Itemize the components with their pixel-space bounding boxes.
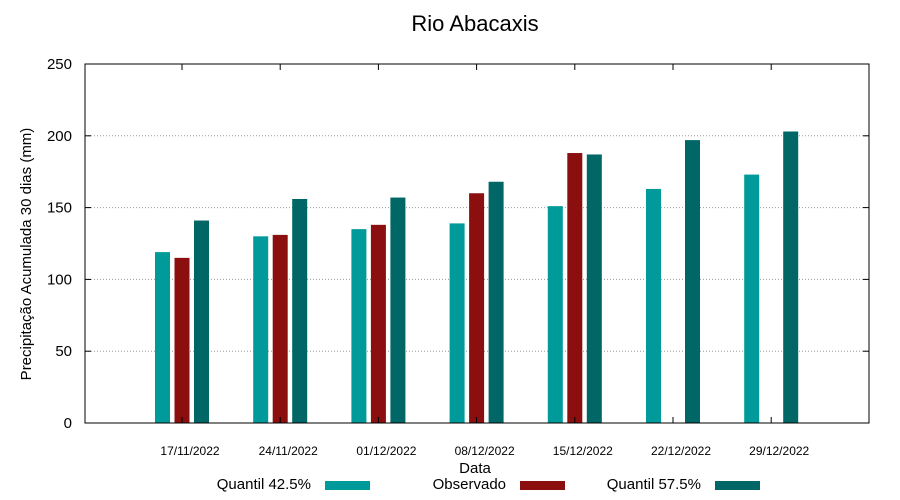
x-tick-label: 08/12/2022 — [455, 444, 515, 458]
y-tick-label: 200 — [47, 128, 72, 145]
y-tick-label: 100 — [47, 271, 72, 288]
y-axis-ticks: 0 50 100 150 200 250 — [47, 56, 869, 432]
bar — [646, 188, 661, 423]
x-axis-ticks: 17/11/2022 24/11/2022 01/12/2022 08/12/2022… — [160, 64, 810, 458]
bar — [449, 223, 465, 423]
bar — [685, 140, 700, 423]
bar — [488, 181, 504, 423]
bars — [155, 131, 799, 424]
bar — [194, 220, 209, 423]
legend-label: Observado — [433, 476, 506, 493]
legend-swatch — [715, 481, 760, 490]
y-axis-label: Precipitação Acumulada 30 dias (mm) — [18, 128, 35, 381]
bar — [469, 193, 485, 423]
bar — [292, 198, 308, 423]
chart-title: Rio Abacaxis — [411, 11, 538, 36]
bar — [272, 234, 288, 423]
legend-label: Quantil 57.5% — [607, 476, 701, 493]
bar — [586, 154, 602, 423]
y-tick-label: 250 — [47, 56, 72, 73]
legend-swatch — [325, 481, 370, 490]
legend-label: Quantil 42.5% — [217, 476, 311, 493]
bar — [783, 131, 799, 423]
legend-swatch — [520, 481, 565, 490]
x-tick-label: 29/12/2022 — [749, 444, 809, 458]
bar — [370, 224, 386, 423]
x-tick-label: 15/12/2022 — [553, 444, 613, 458]
bar — [547, 206, 563, 423]
bar — [155, 252, 170, 423]
y-tick-label: 0 — [64, 415, 72, 432]
bar — [567, 153, 583, 424]
bar — [351, 229, 367, 423]
x-axis-label: Data — [459, 460, 491, 477]
x-tick-label: 01/12/2022 — [356, 444, 416, 458]
y-tick-label: 150 — [47, 200, 72, 217]
y-tick-label: 50 — [55, 343, 72, 360]
x-tick-label: 17/11/2022 — [160, 444, 219, 458]
bar — [744, 174, 760, 423]
bar — [174, 257, 190, 423]
bar — [253, 236, 269, 423]
x-tick-label: 24/11/2022 — [259, 444, 318, 458]
legend: Quantil 42.5% Observado Quantil 57.5% — [217, 476, 760, 493]
bar — [390, 197, 406, 423]
x-tick-label: 22/12/2022 — [651, 444, 711, 458]
